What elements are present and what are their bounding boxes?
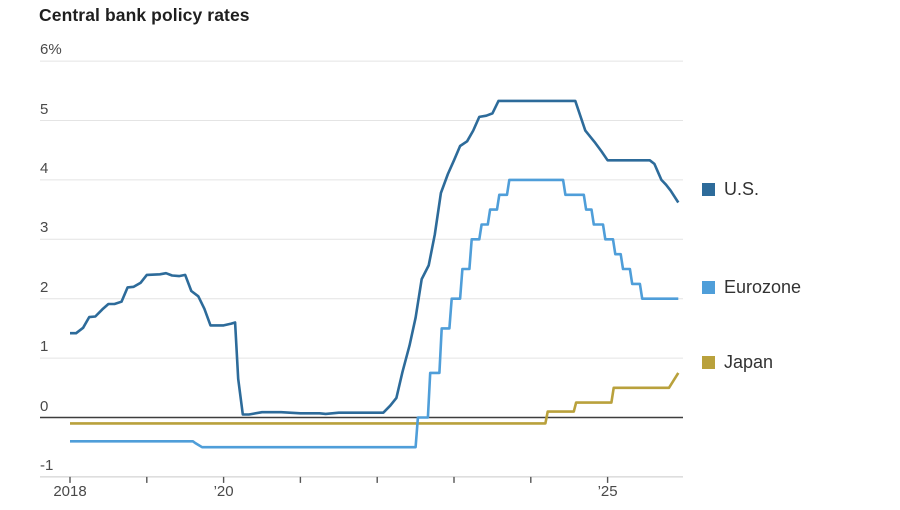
series-line-eurozone	[70, 178, 679, 449]
y-axis-label: 5	[40, 100, 49, 118]
y-axis-label: 2	[40, 278, 49, 296]
y-axis-label: 1	[40, 338, 49, 356]
x-axis-label: ’20	[213, 483, 234, 500]
chart-title: Central bank policy rates	[39, 5, 250, 25]
series-line-us	[70, 99, 680, 416]
series-line-japan	[70, 372, 680, 425]
y-axis-label: 4	[40, 159, 49, 177]
y-axis-label: -1	[40, 456, 54, 474]
x-axis-label: ’25	[597, 483, 618, 500]
x-axis-label: 2018	[53, 483, 87, 500]
y-axis-label: 6%	[40, 41, 62, 59]
y-axis-label: 0	[40, 397, 49, 415]
y-axis-label: 3	[40, 219, 49, 237]
